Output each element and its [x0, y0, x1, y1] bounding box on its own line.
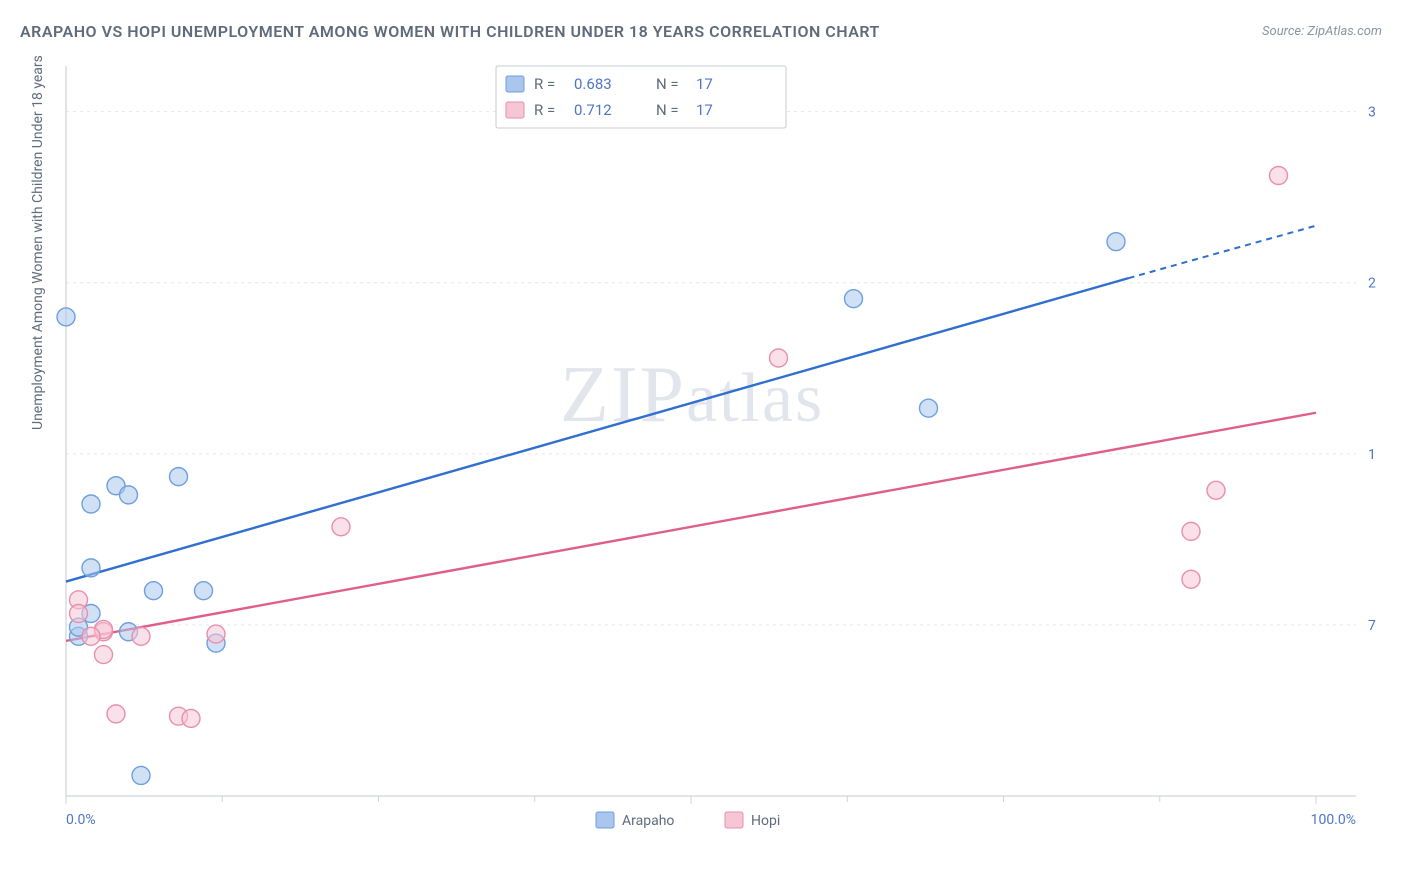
legend-r-label: R = [534, 75, 555, 93]
data-point [82, 627, 100, 645]
trend-line-dash [1129, 226, 1317, 278]
y-tick-label: 30.0% [1368, 105, 1376, 121]
data-point [770, 349, 788, 367]
data-point [107, 705, 125, 723]
data-point [57, 308, 75, 326]
data-point [1207, 481, 1225, 499]
data-point [1182, 570, 1200, 588]
legend-r-value: 0.683 [574, 75, 612, 93]
data-point [95, 646, 113, 664]
x-tick-label: 0.0% [66, 812, 96, 828]
source-label: Source: ZipAtlas.com [1262, 24, 1382, 39]
legend-r-label: R = [534, 101, 555, 119]
legend-swatch [596, 812, 614, 828]
data-point [145, 582, 163, 600]
scatter-plot: 7.5% 15.0% 22.5% 30.0% 0.0% 100.0% R = 0.683 N =… [56, 56, 1376, 836]
data-point [82, 559, 100, 577]
trend-line [66, 278, 1129, 581]
legend-n-value: 17 [696, 75, 713, 93]
data-point [920, 399, 938, 417]
legend-n-label: N = [656, 101, 679, 119]
y-axis-label: Unemployment Among Women with Children U… [30, 55, 46, 430]
data-point [132, 766, 150, 784]
legend-swatch [506, 76, 524, 92]
data-point [845, 290, 863, 308]
data-point [120, 486, 138, 504]
data-point [207, 625, 225, 643]
data-point [1182, 522, 1200, 540]
legend-r-value: 0.712 [574, 101, 612, 119]
data-point [332, 518, 350, 536]
data-point [82, 495, 100, 513]
data-point [132, 627, 150, 645]
legend-swatch [725, 812, 743, 828]
x-tick-label: 100.0% [1311, 812, 1356, 828]
legend-series-label: Arapaho [622, 813, 674, 829]
legend-n-label: N = [656, 75, 679, 93]
legend-n-value: 17 [696, 101, 713, 119]
y-tick-label: 22.5% [1368, 276, 1376, 292]
chart-title: ARAPAHO VS HOPI UNEMPLOYMENT AMONG WOMEN… [20, 22, 880, 41]
data-point [182, 709, 200, 727]
data-point [195, 582, 213, 600]
y-tick-label: 7.5% [1368, 618, 1376, 634]
data-point [1107, 233, 1125, 251]
legend-swatch [506, 102, 524, 118]
y-tick-label: 15.0% [1368, 447, 1376, 463]
data-point [170, 468, 188, 486]
data-point [70, 605, 88, 623]
data-point [1270, 167, 1288, 185]
legend-series-label: Hopi [751, 813, 780, 829]
